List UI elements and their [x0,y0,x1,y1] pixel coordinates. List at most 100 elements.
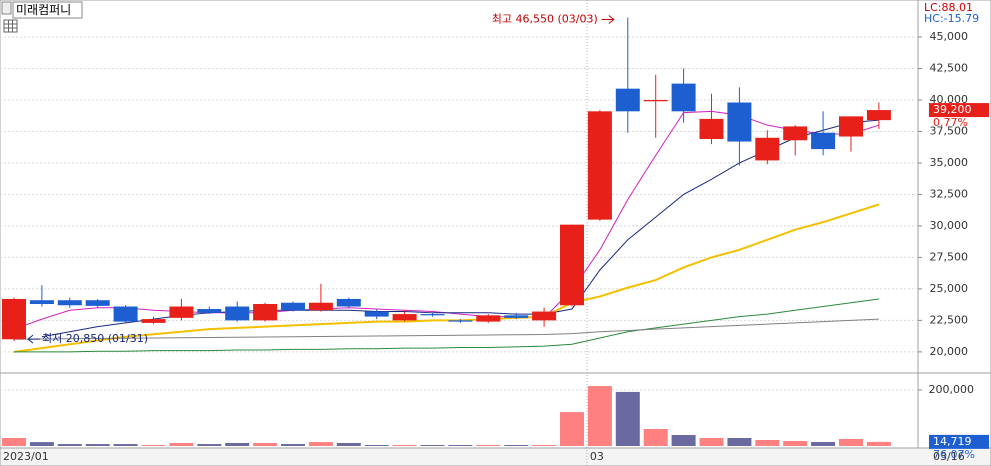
candle-body [364,311,389,317]
candle-body [615,88,640,112]
candle-body [587,111,612,220]
volume-bar [253,443,278,446]
y-tick-label: 40,000 [930,93,969,106]
date-bar [0,447,991,466]
y-tick-label: 45,000 [930,30,969,43]
y-tick-label: 30,000 [930,219,969,232]
x-tick-label: 03 [590,450,604,463]
candle-body [420,314,445,316]
candle-body [699,118,724,140]
candle-body [504,315,529,318]
lc-label: LC:88.01 [924,1,973,14]
candle-body [253,303,278,321]
volume-bar [811,441,836,446]
stock-name: 미래컴퍼니 [16,3,71,17]
candle-body [197,309,222,313]
stock-name-box[interactable] [12,1,83,19]
y-tick-label: 25,000 [930,282,969,295]
x-tick-label: 2023/01 [3,450,49,463]
last-volume: 14,719 [933,435,972,448]
high-arrow [601,15,615,24]
ma-line [14,298,879,353]
low-annotation: 최저 20,850 (01/31) [42,332,148,345]
y-tick-label: 27,500 [930,250,969,263]
ma-line [13,203,880,353]
candle-body [839,116,863,137]
volume-bar [504,445,529,446]
low-arrow [27,334,40,344]
candle-body [476,315,501,322]
volume-bar [587,386,612,446]
last-volume-box [929,434,989,449]
volume-bar [225,443,250,446]
last-price-box [929,103,989,118]
y-tick-label: 22,500 [930,313,969,326]
volume-ratio: 76.07% [933,448,975,461]
candle-body [392,314,417,321]
volume-bar [560,412,584,446]
volume-bar [839,438,863,446]
candle-body [783,126,808,141]
menu-icon[interactable] [1,1,12,15]
volume-bar [85,444,110,446]
table-icon-grid [4,20,17,32]
volume-bar [671,434,696,446]
candle-body [57,300,82,306]
x-tick-label: 03/16 [933,450,965,463]
hc-label: HC:-15.79 [924,12,979,25]
volume-bar [699,437,724,446]
volume-bar [308,442,333,446]
table-icon[interactable] [3,19,18,33]
volume-bar [448,445,473,446]
volume-bar [727,437,752,446]
volume-bar [141,445,166,446]
candle-body [169,306,194,318]
candle-body [755,137,780,161]
ma-line [13,318,879,340]
volume-bar [2,437,26,446]
volume-bar [420,445,445,446]
volume-bar [197,444,222,446]
volume-bar [113,444,138,446]
y-tick-label: 32,500 [930,187,969,200]
candle-body [225,306,250,321]
candle-body [532,311,557,321]
high-annotation: 최고 46,550 (03/03) [492,13,598,26]
y-tick-label: 42,500 [930,62,969,75]
volume-bar [169,443,194,446]
change-label: 0.77% [933,116,968,129]
candle-body [671,83,696,112]
candle-body [336,298,361,307]
last-price: 39,200 [933,103,972,116]
candle-body [141,319,166,323]
candle-body [448,320,473,322]
volume-bar [866,441,891,446]
candle-body [643,99,668,102]
candle-body [560,224,584,306]
candle-body [85,300,110,306]
candle-body [113,306,138,322]
volume-bar [57,444,82,446]
volume-bar [281,444,305,446]
volume-bar [336,443,361,446]
y-tick-label: 20,000 [930,345,969,358]
volume-bar [615,391,640,446]
candle-body [2,298,26,340]
volume-bar [783,440,808,446]
volume-bar [643,428,668,446]
volume-bar [392,445,417,446]
candle-body [811,132,836,150]
candle-body [281,302,305,311]
volume-bar [29,442,54,446]
candle-body [866,110,891,121]
y-tick-label: 37,500 [930,124,969,137]
volume-bar [532,445,557,446]
candle-body [308,302,333,311]
y-tick-label: 200,000 [929,383,975,396]
candle-body [29,300,54,304]
volume-bar [755,440,780,446]
candle-body [727,102,752,142]
y-tick-label: 35,000 [930,156,969,169]
